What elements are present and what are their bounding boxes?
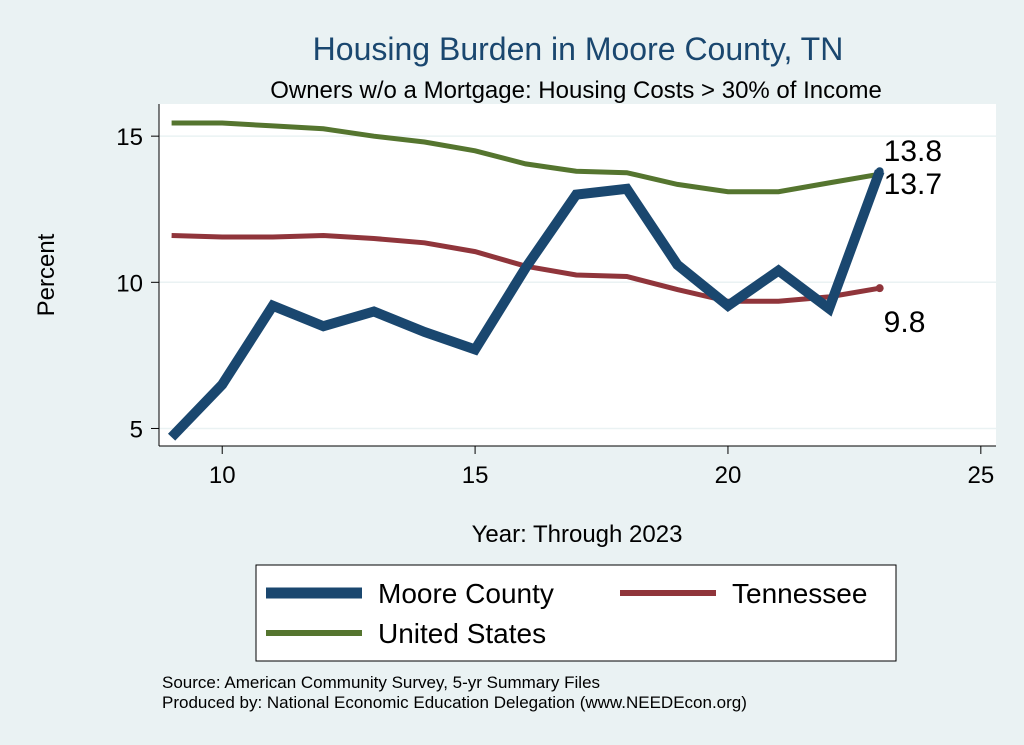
y-tick-label-15: 15 bbox=[116, 124, 143, 151]
grid-lines bbox=[159, 135, 996, 430]
series-line-united-states bbox=[171, 120, 881, 195]
end-label-moore-county: 13.8 bbox=[884, 135, 942, 168]
y-tick-label-5: 5 bbox=[130, 416, 143, 443]
y-axis-title: Percent bbox=[33, 233, 60, 316]
x-axis-title: Year: Through 2023 bbox=[472, 521, 683, 548]
end-label-tennessee: 9.8 bbox=[884, 306, 926, 339]
end-marker-tennessee bbox=[875, 284, 884, 293]
legend-label-moore-county: Moore County bbox=[378, 578, 554, 609]
chart-subtitle: Owners w/o a Mortgage: Housing Costs > 3… bbox=[270, 77, 882, 104]
end-marker-moore-county bbox=[875, 167, 884, 176]
axis-ticks: 5 10 15 10 15 20 25 bbox=[116, 124, 994, 489]
series-lines bbox=[167, 120, 885, 441]
end-labels: 13.8 9.8 13.7 bbox=[884, 135, 942, 339]
producer-note: Produced by: National Economic Education… bbox=[162, 693, 747, 712]
x-tick-label-25: 25 bbox=[967, 462, 994, 489]
legend-label-united-states: United States bbox=[378, 618, 546, 649]
end-label-united-states: 13.7 bbox=[884, 168, 942, 201]
x-tick-label-15: 15 bbox=[462, 462, 489, 489]
y-tick-label-10: 10 bbox=[116, 270, 143, 297]
series-line-moore-county bbox=[167, 169, 885, 441]
source-note: Source: American Community Survey, 5-yr … bbox=[162, 673, 600, 692]
legend-label-tennessee: Tennessee bbox=[732, 578, 867, 609]
x-tick-label-10: 10 bbox=[209, 462, 236, 489]
x-tick-label-20: 20 bbox=[715, 462, 742, 489]
chart-title: Housing Burden in Moore County, TN bbox=[313, 31, 844, 67]
legend-box bbox=[255, 564, 897, 662]
legend: Moore County Tennessee United States bbox=[255, 564, 897, 662]
